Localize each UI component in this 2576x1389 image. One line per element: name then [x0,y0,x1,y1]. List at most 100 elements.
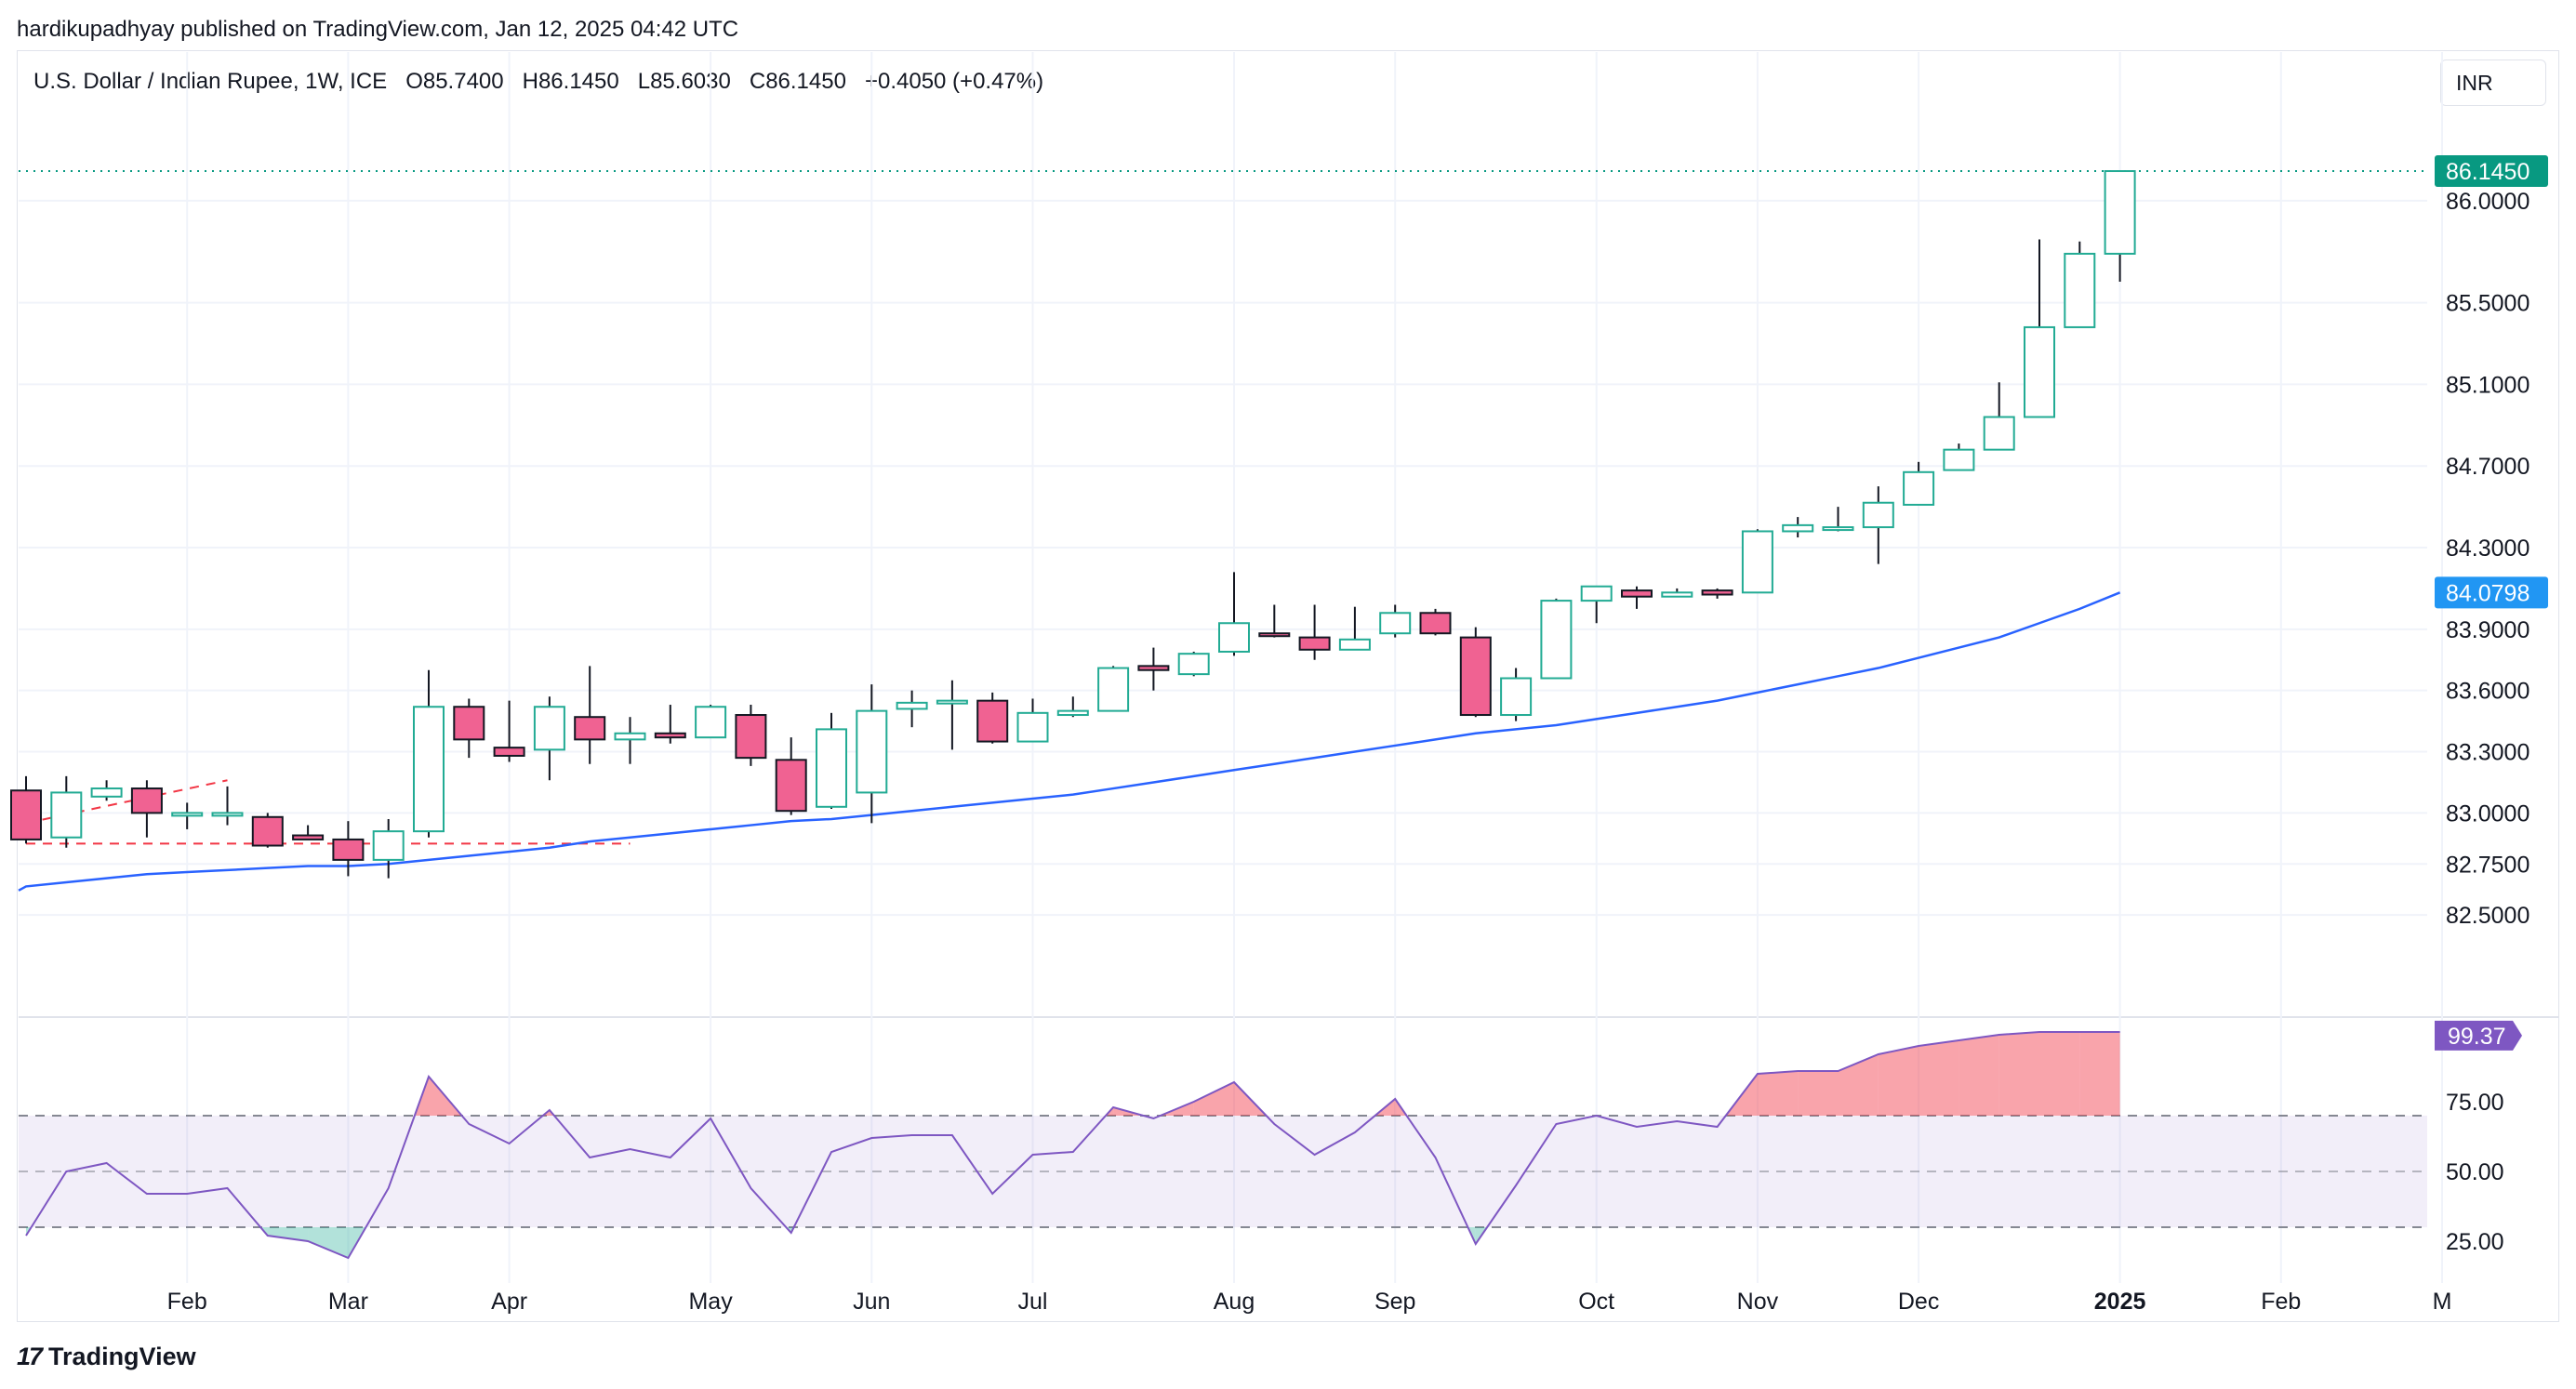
candle[interactable] [856,684,888,824]
candle-body-down [1701,589,1733,596]
candle-body-up [1218,622,1250,653]
candle-body-down [10,789,42,840]
candle[interactable] [50,775,83,848]
candle[interactable] [1661,588,1693,598]
candle[interactable] [1016,698,1049,743]
rsi-y-tick-label: 75.00 [2446,1090,2504,1116]
y-tick-label: 82.5000 [2446,903,2530,929]
rsi-band [19,1116,2427,1227]
candle[interactable] [10,775,42,844]
candle[interactable] [1782,517,1814,538]
rsi-overbought-fill [1878,1046,1919,1116]
ma-price-label[interactable]: 84.0798 [2435,576,2548,609]
candle[interactable] [493,700,525,762]
x-tick-label: Mar [328,1289,368,1315]
rsi-overbought-fill [2039,1032,2080,1116]
candle[interactable] [372,818,405,879]
candle-body-down [130,787,163,814]
candle[interactable] [695,705,727,739]
candle[interactable] [735,705,767,766]
rsi-line[interactable] [25,1031,2120,1260]
candle[interactable] [1822,507,1854,532]
candle-body-down [654,732,686,739]
candle[interactable] [2064,241,2096,328]
y-tick-label: 82.7500 [2446,852,2530,878]
candle[interactable] [332,821,365,877]
candle-body-down [775,759,807,813]
rsi-value-text: 99.37 [2448,1024,2506,1050]
candle[interactable] [90,780,123,801]
currency-button[interactable]: INR [2440,60,2546,106]
candle[interactable] [976,692,1009,744]
candle-body-up [413,706,445,833]
candle[interactable] [2104,170,2136,282]
last-price-label[interactable]: 86.1450 [2435,155,2548,188]
candle[interactable] [1097,666,1130,712]
moving-average-line[interactable] [18,591,2121,892]
candle-body-up [1016,711,1049,743]
candle[interactable] [614,717,646,764]
candle[interactable] [574,666,606,764]
y-tick-label: 83.9000 [2446,617,2530,643]
rsi-overbought-fill [1757,1071,1799,1116]
candle[interactable] [896,690,928,728]
legend-open: O85.7400 [405,69,504,94]
candle[interactable] [1741,529,1773,594]
candle-body-up [211,812,244,817]
legend-change: +0.4050 (+0.47%) [864,69,1044,94]
candle[interactable] [1218,572,1250,656]
candle-body-up [1983,416,2015,451]
candle-body-down [453,706,485,741]
candle-body-up [1580,585,1613,602]
candle-body-down [251,815,284,847]
candle[interactable] [1258,604,1291,638]
candle[interactable] [936,680,968,750]
candle-body-down [493,747,525,757]
tradingview-logo[interactable]: 17 TradingView [17,1343,196,1371]
candle[interactable] [654,705,686,744]
candle[interactable] [1459,627,1492,718]
candle[interactable] [1419,608,1452,636]
candle-body-up [1943,448,1975,471]
candle[interactable] [533,696,565,781]
candle[interactable] [1621,586,1653,609]
candle[interactable] [1056,696,1089,718]
candle[interactable] [292,825,325,840]
candle-body-down [1459,636,1492,717]
candle-body-up [1500,677,1533,717]
candle[interactable] [1983,382,2015,451]
rsi-overbought-fill [1838,1054,1879,1116]
candle[interactable] [130,780,163,838]
candle[interactable] [1862,486,1894,564]
candle[interactable] [1500,668,1533,721]
candle[interactable] [413,669,445,838]
candle[interactable] [1943,443,1975,471]
candle-body-up [936,699,968,705]
candle[interactable] [1540,598,1573,680]
candle[interactable] [2024,239,2055,418]
candle-body-up [533,706,565,751]
candle[interactable] [171,802,204,829]
candle[interactable] [775,737,807,815]
candle[interactable] [1177,651,1210,677]
rsi-overbought-fill [1193,1082,1234,1116]
candle[interactable] [1903,461,1935,506]
rsi-oversold-fill [267,1227,309,1241]
candle[interactable] [1701,588,1733,599]
candle-body-up [372,830,405,861]
candle[interactable] [1137,647,1170,691]
candle[interactable] [1338,606,1371,651]
candle[interactable] [816,712,847,809]
candle[interactable] [453,698,485,759]
candle[interactable] [211,786,244,826]
candle[interactable] [1580,585,1613,624]
candle[interactable] [251,813,284,848]
candle-body-up [1822,526,1854,532]
candle[interactable] [1379,604,1412,638]
rsi-value-label[interactable]: 99.37 [2435,1020,2522,1051]
y-tick-label: 83.6000 [2446,679,2530,705]
candle[interactable] [1298,604,1331,660]
candle-body-up [1661,591,1693,598]
legend-symbol[interactable]: U.S. Dollar / Indian Rupee, 1W, ICE [33,69,388,94]
